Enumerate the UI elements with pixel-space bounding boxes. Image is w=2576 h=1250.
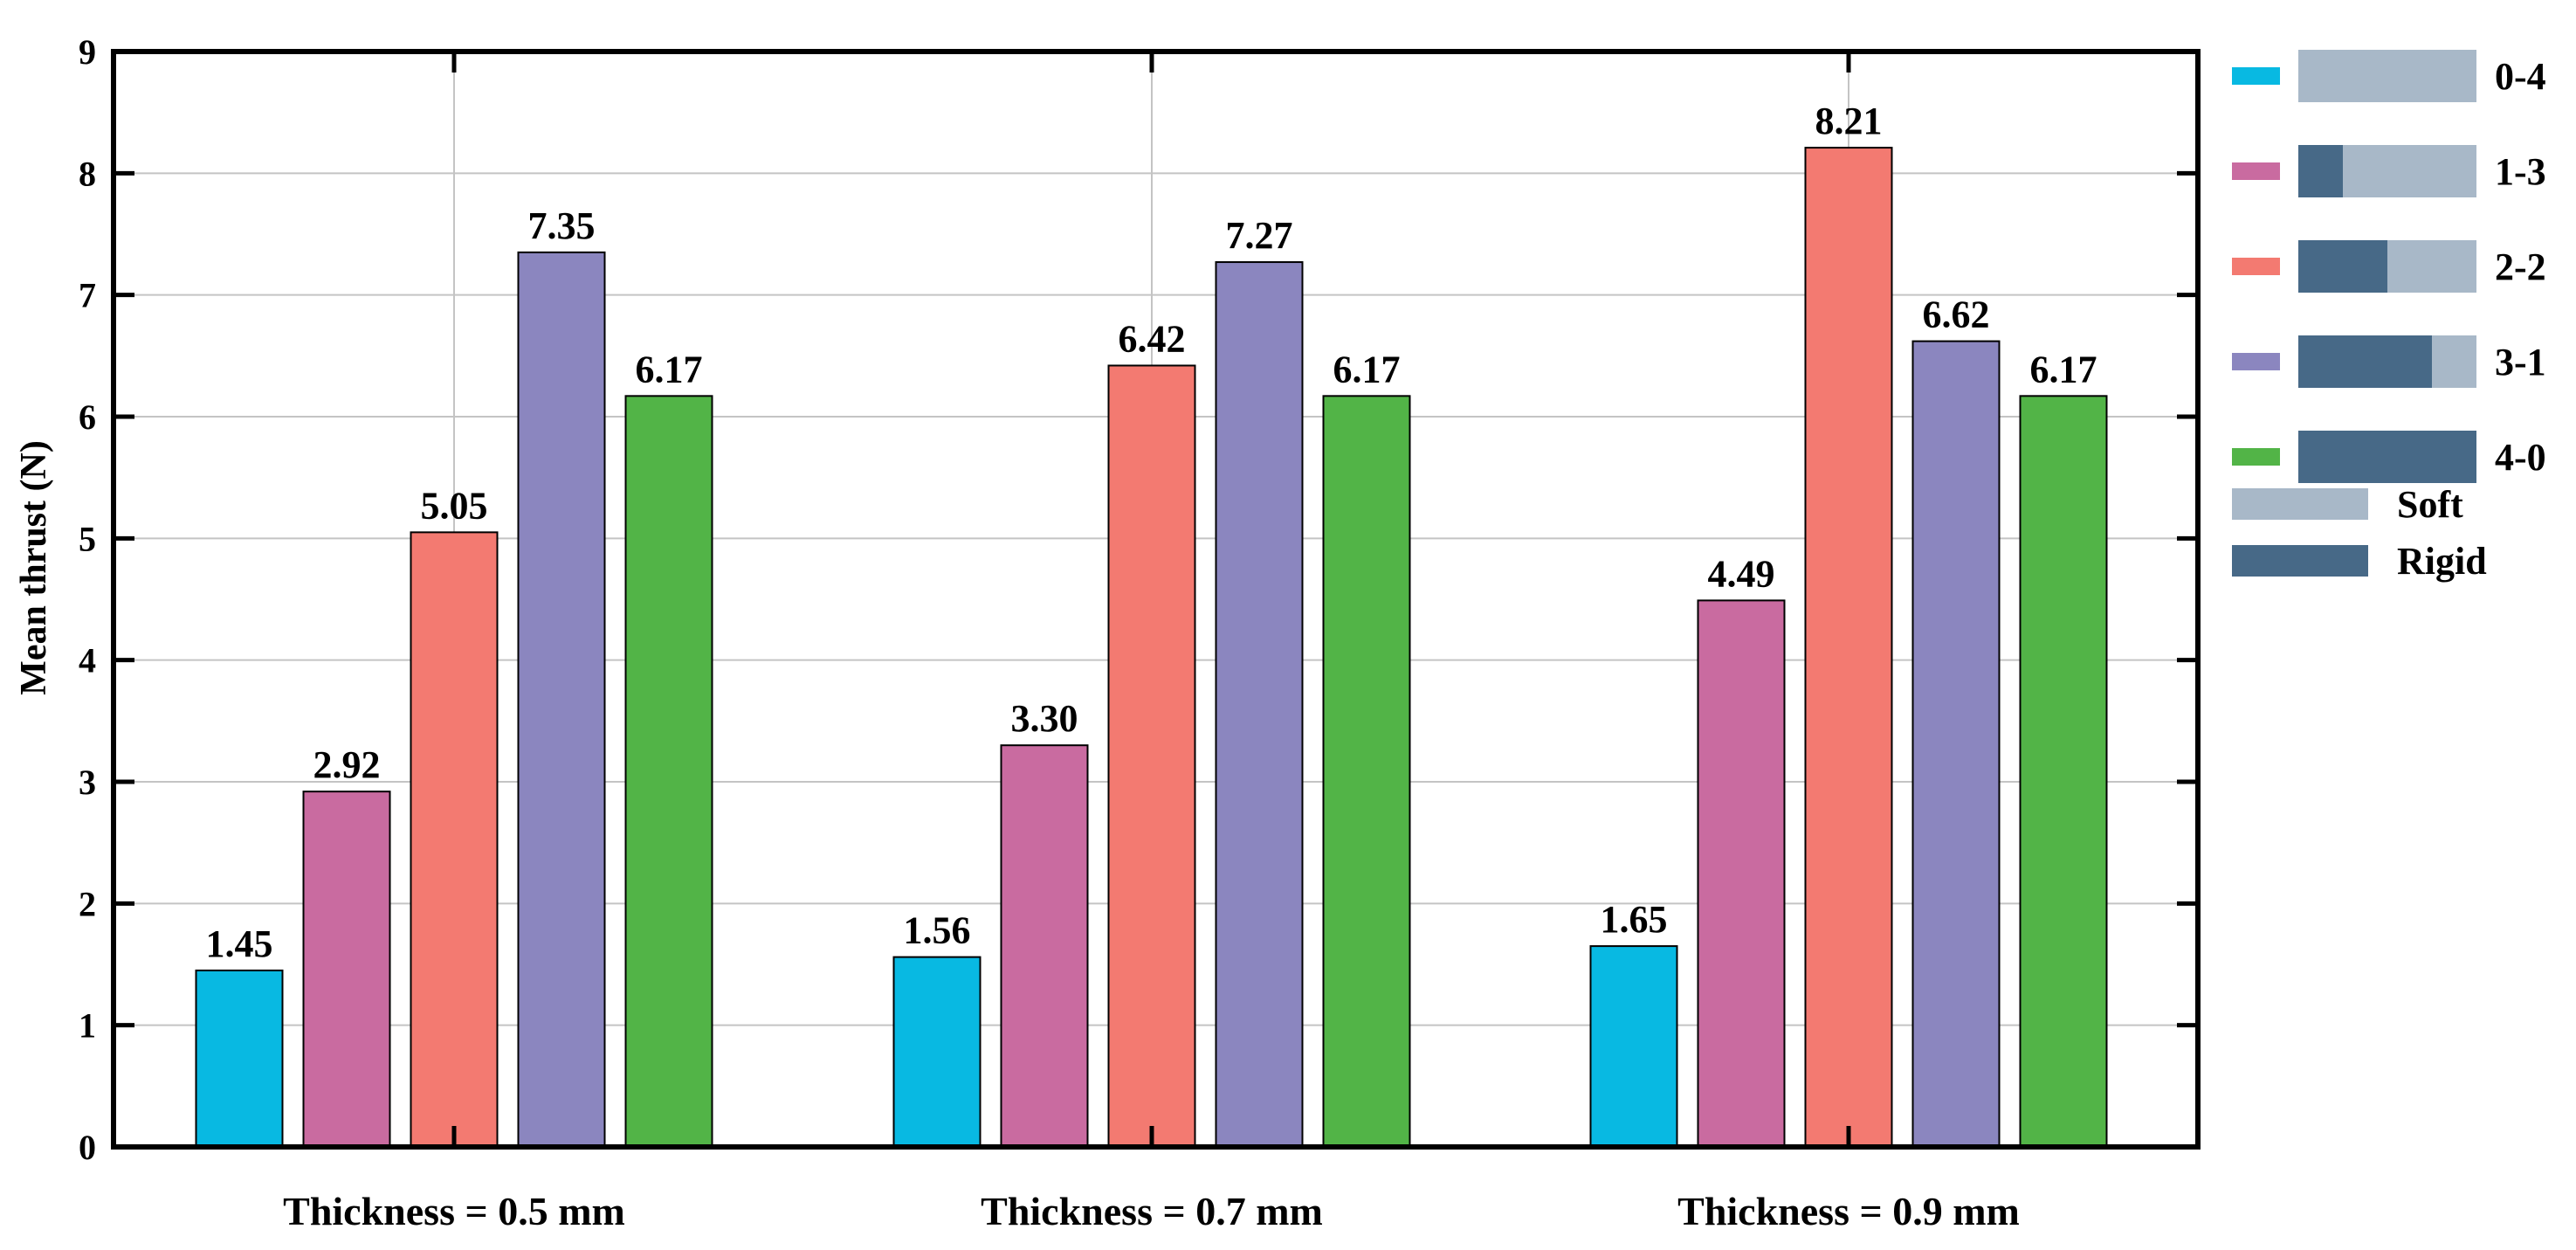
legend-material-label: Soft [2397,483,2463,526]
y-tick-label: 8 [79,154,96,193]
data-label: 8.21 [1815,100,1883,142]
plot-frame [111,49,2201,1150]
bar [517,251,606,1148]
bar [1000,744,1089,1148]
y-axis-title: Mean thrust (N) [14,440,54,695]
legend-rigid-segment [2298,240,2387,293]
legend-label: 4-0 [2495,436,2546,479]
y-tick-label: 7 [79,276,96,315]
data-label: 2.92 [313,743,381,786]
data-label: 1.65 [1601,898,1668,941]
labels: 0 1 2 3 4 5 6 7 8 9 1.45 2.92 5.05 7.35 6.17 Thickness … [79,32,2097,1233]
y-tick-label: 0 [79,1128,96,1167]
data-label: 1.45 [206,922,273,965]
legend-label: 2-2 [2495,245,2546,288]
data-label: 7.27 [1226,214,1293,257]
data-label: 6.17 [1333,348,1401,390]
bar [1322,395,1411,1148]
y-tick-label: 1 [79,1006,96,1046]
y-tick-label: 3 [79,763,96,802]
legend-rigid-segment [2298,431,2476,483]
legend-swatch [2232,67,2280,85]
legend-soft-segment [2298,50,2476,102]
bar [195,969,284,1149]
plot-border [111,49,2201,1150]
legend-swatch [2232,353,2280,370]
legend-swatch [2232,448,2280,466]
x-category-label: Thickness = 0.9 mm [1677,1189,2020,1233]
bar [892,956,981,1149]
y-tick-label: 4 [79,641,96,680]
bars [195,147,2108,1149]
data-label: 6.62 [1923,294,1990,336]
legend-rigid-segment [2298,145,2343,197]
legend-label: 1-3 [2495,150,2546,193]
legend-material-swatch [2232,488,2368,520]
x-category-label: Thickness = 0.5 mm [283,1189,625,1233]
bar [410,531,499,1148]
y-tick-label: 2 [79,884,96,923]
y-tick-label: 5 [79,519,96,558]
legend-swatch [2232,162,2280,180]
legend-rigid-segment [2298,335,2432,388]
data-label: 6.42 [1119,317,1186,360]
data-label: 3.30 [1011,697,1078,740]
legend-label: 3-1 [2495,341,2546,383]
bar [302,791,391,1148]
bar [1215,261,1304,1148]
y-tick-label: 9 [79,32,96,72]
legend: 0-4 1-3 2-2 3-1 4-0 Soft Rigid [2232,50,2546,583]
data-label: 6.17 [2030,348,2097,390]
y-tick-label: 6 [79,397,96,437]
data-label: 4.49 [1708,552,1775,595]
data-label: 1.56 [904,909,971,952]
legend-label: 0-4 [2495,55,2546,98]
legend-material-label: Rigid [2397,540,2487,583]
bar [1697,599,1786,1148]
bar [1911,340,2001,1148]
bar [624,395,713,1148]
data-label: 7.35 [528,204,596,247]
bar [1107,364,1196,1149]
x-category-label: Thickness = 0.7 mm [981,1189,1323,1233]
legend-material-swatch [2232,545,2368,577]
legend-swatch [2232,258,2280,275]
data-label: 6.17 [636,348,703,390]
bar [2019,395,2108,1148]
bar [1589,945,1678,1148]
data-label: 5.05 [421,484,488,527]
bar [1804,147,1893,1148]
